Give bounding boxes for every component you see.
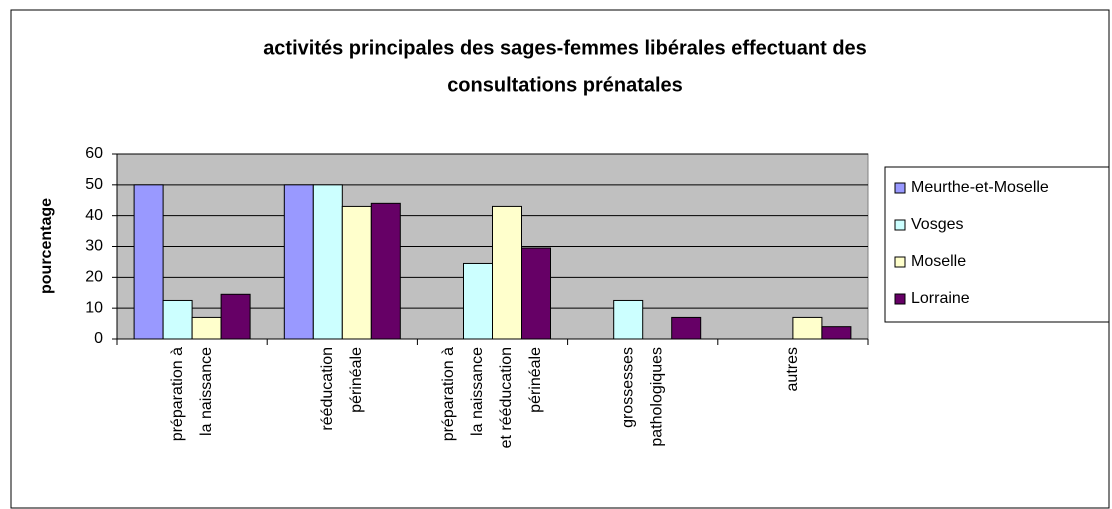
x-tick-label: préparation à xyxy=(169,347,186,441)
bar xyxy=(821,326,852,340)
y-tick-label: 60 xyxy=(85,145,103,162)
chart-title: consultations prénatales xyxy=(447,74,683,96)
bar xyxy=(162,299,193,340)
bar xyxy=(792,316,823,340)
bar xyxy=(133,184,164,340)
bar xyxy=(370,202,401,340)
x-tick-label: périnéale xyxy=(348,347,365,413)
bar xyxy=(463,262,493,340)
bar xyxy=(671,316,702,340)
bar xyxy=(341,205,372,340)
x-tick-label: la naissance xyxy=(198,347,215,436)
x-tick-label: la naissance xyxy=(469,347,486,436)
x-tick-label: grossesses xyxy=(619,347,636,428)
legend xyxy=(884,166,1110,323)
chart-title: activités principales des sages-femmes l… xyxy=(263,37,867,59)
y-tick-label: 20 xyxy=(85,269,103,286)
y-tick-label: 10 xyxy=(85,299,103,316)
y-tick-label: 40 xyxy=(85,207,103,224)
bar xyxy=(220,293,251,340)
y-tick-label: 50 xyxy=(85,176,103,193)
legend-swatch xyxy=(894,293,906,305)
x-tick-label: autres xyxy=(784,347,801,391)
legend-swatch xyxy=(894,219,906,231)
bar xyxy=(283,184,314,340)
x-tick-label: périnéale xyxy=(527,347,544,413)
y-tick-label: 30 xyxy=(85,238,103,255)
legend-swatch xyxy=(894,256,906,268)
legend-label: Vosges xyxy=(911,216,963,233)
x-tick-label: pathologiques xyxy=(648,347,665,447)
bar xyxy=(521,247,551,340)
bar xyxy=(613,299,644,340)
y-axis-label: pourcentage xyxy=(38,198,55,294)
legend-label: Meurthe-et-Moselle xyxy=(911,179,1049,196)
legend-label: Lorraine xyxy=(911,290,970,307)
legend-label: Moselle xyxy=(911,253,966,270)
bar xyxy=(492,205,522,340)
legend-swatch xyxy=(894,182,906,194)
x-tick-label: préparation à xyxy=(440,347,457,441)
bar xyxy=(312,184,343,340)
x-tick-label: rééducation xyxy=(319,347,336,431)
y-tick-label: 0 xyxy=(94,330,103,347)
x-tick-label: et rééducation xyxy=(498,347,515,448)
bar xyxy=(191,316,222,340)
